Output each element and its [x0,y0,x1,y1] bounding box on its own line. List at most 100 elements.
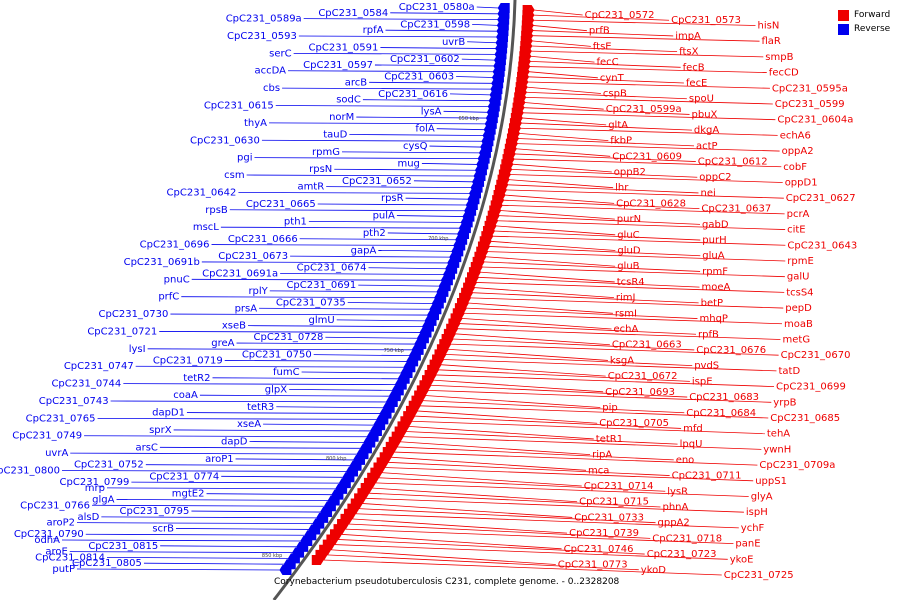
reverse-gene-label[interactable]: CpC231_0602 [390,54,460,65]
reverse-gene-label[interactable]: CpC231_0752 [74,460,144,471]
forward-gene-label[interactable]: cobF [783,162,807,173]
forward-gene-label[interactable]: ywnH [763,444,791,455]
reverse-gene-label[interactable]: glmU [309,315,335,326]
reverse-gene-label[interactable]: glgA [92,495,114,506]
reverse-gene-label[interactable]: CpC231_0799 [60,477,130,488]
reverse-gene-label[interactable]: rpsB [205,205,228,216]
forward-gene-label[interactable]: CpC231_0663 [612,340,682,351]
forward-gene-label[interactable]: pcrA [787,209,810,220]
reverse-gene-label[interactable]: amtR [297,182,324,193]
forward-gene-label[interactable]: CpC231_0609 [612,151,682,162]
reverse-gene-label[interactable]: CpC231_0616 [378,89,448,100]
reverse-gene-label[interactable]: xseB [222,321,246,332]
reverse-gene-label[interactable]: mug [397,158,419,169]
forward-gene-label[interactable]: hisN [758,21,780,32]
reverse-gene-label[interactable]: xseA [237,419,261,430]
forward-gene-label[interactable]: phnA [663,502,689,513]
forward-gene-label[interactable]: CpC231_0599a [606,104,682,115]
reverse-gene-label[interactable]: cbs [263,83,280,94]
forward-gene-label[interactable]: CpC231_0693 [605,387,675,398]
forward-gene-label[interactable]: pepD [785,303,812,314]
reverse-gene-label[interactable]: CpC231_0673 [218,251,288,262]
reverse-gene-label[interactable]: cysQ [403,141,428,152]
reverse-gene-label[interactable]: CpC231_0730 [99,309,169,320]
reverse-gene-label[interactable]: thyA [244,118,267,129]
forward-gene-label[interactable]: CpC231_0684 [686,408,756,419]
reverse-gene-label[interactable]: CpC231_0691a [202,269,278,280]
reverse-gene-label[interactable]: CpC231_0728 [254,332,324,343]
forward-gene-label[interactable]: CpC231_0643 [787,240,857,251]
reverse-gene-label[interactable]: rpfA [363,25,384,36]
forward-gene-label[interactable]: CpC231_0733 [574,512,644,523]
reverse-gene-label[interactable]: tetR3 [247,402,274,413]
forward-gene-label[interactable]: galU [787,272,810,283]
reverse-gene-label[interactable]: CpC231_0765 [26,413,96,424]
forward-gene-label[interactable]: ispE [692,376,713,387]
reverse-gene-label[interactable]: CpC231_0749 [12,431,82,442]
reverse-gene-label[interactable]: csm [224,170,244,181]
reverse-gene-label[interactable]: CpC231_0735 [276,298,346,309]
forward-gene-label[interactable]: ykoE [730,554,754,565]
reverse-gene-label[interactable]: lysI [129,344,146,355]
reverse-gene-label[interactable]: coaA [173,390,198,401]
reverse-gene-label[interactable]: CpC231_0744 [51,379,121,390]
reverse-gene-label[interactable]: rpsR [381,193,404,204]
forward-gene-label[interactable]: fecB [683,62,705,73]
forward-gene-label[interactable]: ftsE [593,41,612,52]
reverse-gene-label[interactable]: pulA [373,211,395,222]
reverse-gene-label[interactable]: CpC231_0598 [400,19,470,30]
forward-gene-label[interactable]: gppA2 [658,518,690,529]
forward-gene-label[interactable]: CpC231_0739 [569,528,639,539]
reverse-gene-label[interactable]: pth2 [363,228,386,239]
forward-gene-label[interactable]: ychF [741,523,765,534]
reverse-gene-label[interactable]: CpC231_0674 [297,263,367,274]
forward-gene-label[interactable]: tcsS4 [786,287,813,298]
forward-gene-label[interactable]: CpC231_0612 [698,157,768,168]
forward-gene-label[interactable]: gluA [702,251,724,262]
forward-gene-label[interactable]: ykoD [641,565,666,576]
reverse-gene-label[interactable]: CpC231_0774 [149,471,219,482]
forward-gene-label[interactable]: tehA [767,429,790,440]
reverse-gene-label[interactable]: CpC231_0615 [204,101,274,112]
forward-gene-label[interactable]: gluB [617,261,639,272]
forward-gene-label[interactable]: dkgA [694,125,719,136]
forward-gene-label[interactable]: mfd [683,424,703,435]
reverse-gene-label[interactable]: tauD [323,130,347,141]
reverse-gene-label[interactable]: CpC231_0691b [124,257,200,268]
forward-gene-label[interactable]: CpC231_0725 [724,570,794,581]
forward-gene-label[interactable]: mhqP [700,314,728,325]
forward-gene-label[interactable]: prfB [589,26,610,37]
reverse-gene-label[interactable]: CpC231_0814 [35,552,105,563]
forward-gene-label[interactable]: CpC231_0676 [696,345,766,356]
reverse-gene-label[interactable]: prsA [235,303,258,314]
forward-gene-label[interactable]: ftsX [679,47,698,58]
reverse-gene-label[interactable]: CpC231_0591 [309,43,379,54]
forward-gene-label[interactable]: lhr [615,183,629,194]
forward-gene-label[interactable]: rimJ [616,293,636,304]
reverse-gene-label[interactable]: CpC231_0584 [318,8,388,19]
forward-gene-label[interactable]: tatD [779,366,801,377]
forward-gene-label[interactable]: CpC231_0572 [585,10,655,21]
forward-gene-label[interactable]: lpqU [680,439,703,450]
reverse-gene-label[interactable]: mscL [193,222,219,233]
forward-gene-label[interactable]: gltA [608,120,628,131]
reverse-gene-label[interactable]: CpC231_0815 [88,541,158,552]
reverse-gene-label[interactable]: arcB [345,77,368,88]
reverse-gene-label[interactable]: CpC231_0652 [342,176,412,187]
forward-gene-label[interactable]: rsmI [615,308,637,319]
forward-gene-label[interactable]: gluC [617,230,639,241]
forward-gene-label[interactable]: rpmF [702,266,728,277]
reverse-gene-label[interactable]: CpC231_0747 [64,361,134,372]
forward-gene-label[interactable]: pvdS [694,361,719,372]
forward-gene-label[interactable]: CpC231_0705 [599,418,669,429]
forward-gene-label[interactable]: moaB [784,319,813,330]
reverse-gene-label[interactable]: CpC231_0597 [303,60,373,71]
reverse-gene-label[interactable]: uvrB [442,37,465,48]
forward-gene-label[interactable]: CpC231_0685 [770,413,840,424]
reverse-gene-label[interactable]: odhA [34,535,60,546]
reverse-gene-label[interactable]: lysA [421,106,442,117]
reverse-gene-label[interactable]: fumC [273,367,300,378]
reverse-gene-label[interactable]: CpC231_0593 [227,31,297,42]
forward-gene-label[interactable]: ripA [592,450,612,461]
reverse-gene-label[interactable]: CpC231_0805 [72,558,142,569]
